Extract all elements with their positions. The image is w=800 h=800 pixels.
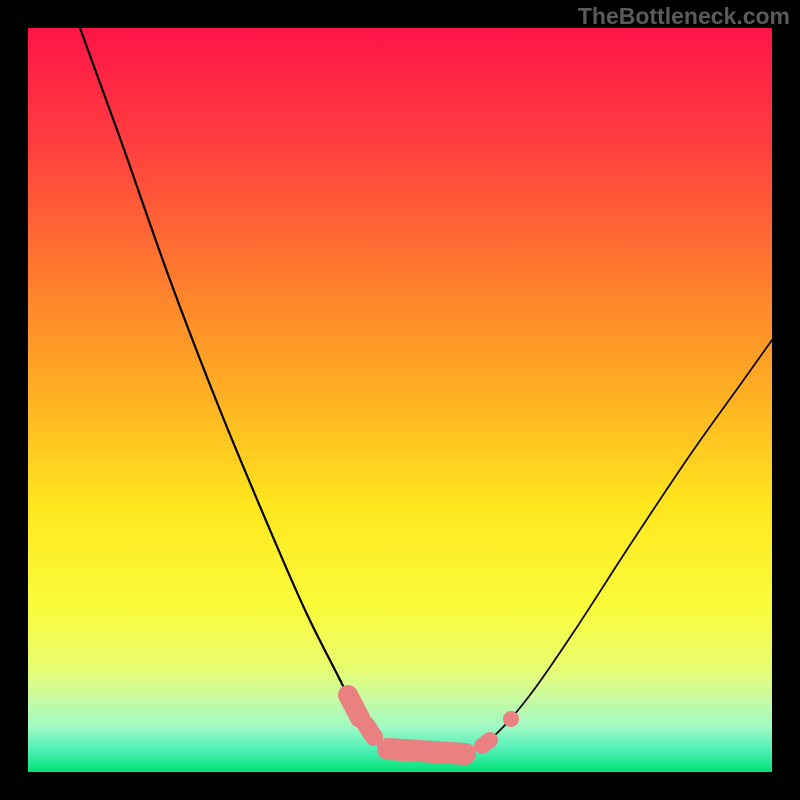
bottleneck-chart	[0, 0, 800, 800]
valley-marker-segment	[388, 749, 465, 754]
watermark-text: TheBottleneck.com	[578, 3, 790, 30]
chart-plot-area	[28, 28, 772, 772]
valley-marker-segment	[366, 725, 374, 737]
valley-marker-segment	[348, 695, 360, 718]
valley-marker-dot	[503, 711, 519, 727]
valley-marker-segment	[482, 740, 490, 746]
